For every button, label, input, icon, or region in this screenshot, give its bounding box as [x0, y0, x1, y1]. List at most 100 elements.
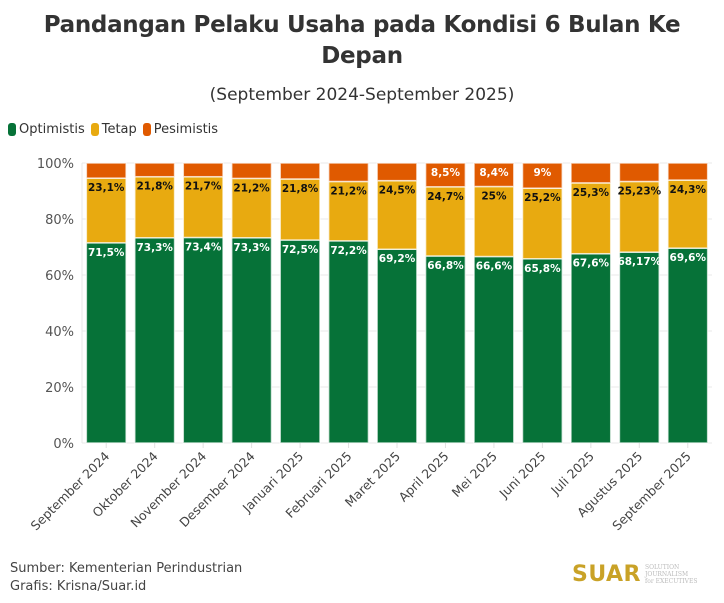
bar-optimistis	[473, 255, 515, 444]
data-label-tetap: 24,3%	[670, 184, 707, 196]
x-tick-label: Mei 2025	[449, 449, 500, 500]
bar-tetap	[667, 179, 709, 249]
data-label-tetap: 21,2%	[330, 185, 367, 197]
data-label-pesimistis: 8,4%	[479, 167, 509, 179]
bar-pesimistis	[424, 162, 467, 188]
data-label-tetap: 25%	[481, 191, 507, 203]
y-tick-label: 60%	[45, 269, 74, 284]
x-tick-label: April 2025	[395, 449, 451, 505]
bar-pesimistis	[182, 162, 224, 178]
y-axis: 0% 20% 40% 60% 80% 100%	[37, 157, 83, 452]
x-tick-label: September 2024	[28, 448, 113, 533]
data-label-tetap: 24,7%	[427, 191, 464, 203]
legend-label-tetap: Tetap	[101, 122, 137, 137]
bar-optimistis	[376, 248, 418, 444]
data-label-optimistis: 69,2%	[379, 253, 416, 265]
legend-label-optimistis: Optimistis	[19, 122, 85, 137]
legend-swatch-tetap	[90, 123, 99, 136]
bar-tetap	[473, 185, 515, 258]
bar-pesimistis	[521, 162, 564, 189]
data-label-optimistis: 68,17%	[617, 256, 661, 268]
legend-swatch-optimistis	[8, 123, 16, 136]
data-label-optimistis: 66,8%	[427, 260, 464, 272]
data-label-tetap: 25,2%	[524, 192, 561, 204]
bar-tetap	[182, 175, 224, 239]
footer: Sumber: Kementerian Perindustrian Grafis…	[10, 560, 242, 596]
bar-pesimistis	[376, 162, 418, 182]
data-label-tetap: 23,1%	[88, 182, 125, 194]
y-tick-label: 40%	[45, 325, 74, 340]
bar-optimistis	[182, 236, 224, 444]
legend-item-pesimistis: Pesimistis	[142, 122, 219, 137]
source-note: Sumber: Kementerian Perindustrian	[10, 561, 243, 576]
bar-tetap	[279, 178, 321, 241]
bar-pesimistis	[473, 162, 515, 188]
bar-optimistis	[424, 255, 467, 444]
data-label-tetap: 21,8%	[282, 183, 319, 195]
bar-optimistis	[230, 237, 273, 444]
data-label-pesimistis: 9%	[533, 167, 551, 179]
x-tick-label: Juni 2025	[496, 449, 549, 502]
data-label-optimistis: 73,3%	[136, 242, 173, 254]
data-label-tetap: 24,5%	[379, 185, 416, 197]
y-tick-label: 80%	[45, 213, 74, 228]
data-label-tetap: 21,2%	[233, 182, 270, 194]
y-tick-label: 100%	[37, 157, 74, 172]
chart-subtitle: (September 2024-September 2025)	[209, 85, 515, 105]
data-label-optimistis: 73,3%	[233, 242, 270, 254]
data-label-tetap: 25,23%	[617, 185, 661, 197]
data-label-optimistis: 69,6%	[670, 252, 707, 264]
bar-optimistis	[618, 251, 660, 444]
bar-pesimistis	[618, 162, 660, 183]
bar-optimistis	[667, 247, 709, 444]
data-label-optimistis: 73,4%	[185, 241, 222, 253]
y-tick-label: 20%	[45, 381, 74, 396]
chart-title: Pandangan Pelaku Usaha pada Kondisi 6 Bu…	[43, 12, 681, 69]
logo-tagline-1: SOLUTION JOURNALISM	[645, 564, 689, 578]
data-label-optimistis: 66,6%	[476, 261, 513, 273]
bar-tetap	[570, 182, 612, 255]
data-label-optimistis: 72,2%	[330, 245, 367, 257]
data-label-optimistis: 65,8%	[524, 263, 561, 275]
bar-pesimistis	[85, 162, 127, 179]
legend-item-optimistis: Optimistis	[8, 122, 85, 137]
data-label-optimistis: 67,6%	[573, 258, 610, 270]
legend-item-tetap: Tetap	[90, 122, 137, 137]
data-label-tetap: 25,3%	[573, 187, 610, 199]
data-label-optimistis: 71,5%	[88, 247, 125, 259]
suar-logo: SUAR SOLUTION JOURNALISM for EXECUTIVES	[572, 562, 724, 587]
x-tick-label: Juli 2025	[547, 449, 597, 499]
bar-optimistis	[85, 242, 127, 444]
legend-label-pesimistis: Pesimistis	[153, 122, 219, 137]
bar-optimistis	[327, 240, 370, 444]
bar-pesimistis	[134, 162, 176, 178]
logo-tagline: SOLUTION JOURNALISM for EXECUTIVES	[645, 564, 724, 585]
credit-note: Grafis: Krisna/Suar.id	[10, 579, 147, 594]
bar-tetap	[230, 177, 273, 239]
bar-tetap	[327, 180, 370, 242]
bar-tetap	[618, 180, 660, 253]
data-label-tetap: 21,7%	[185, 181, 222, 193]
data-label-pesimistis: 8,5%	[431, 167, 461, 179]
bar-optimistis	[134, 237, 176, 444]
bar-optimistis	[279, 239, 321, 444]
bar-tetap	[521, 187, 564, 260]
bar-pesimistis	[230, 162, 273, 180]
data-label-tetap: 21,8%	[136, 181, 173, 193]
legend: Optimistis Tetap Pesimistis	[8, 122, 224, 137]
legend-swatch-pesimistis	[142, 123, 151, 136]
bar-pesimistis	[327, 162, 370, 183]
bar-optimistis	[570, 252, 612, 444]
logo-tagline-2: for EXECUTIVES	[645, 578, 698, 585]
bar-tetap	[424, 186, 467, 257]
bar-optimistis	[521, 258, 564, 444]
bar-pesimistis	[570, 162, 612, 184]
bar-pesimistis	[279, 162, 321, 180]
bars	[85, 162, 709, 444]
y-tick-label: 0%	[53, 437, 74, 452]
data-label-optimistis: 72,5%	[282, 244, 319, 256]
logo-wordmark: SUAR	[572, 562, 641, 587]
data-labels: 71,5% 23,1% 73,3% 21,8% 73,4% 21,7% 73,3% 21,2%…	[88, 167, 706, 275]
